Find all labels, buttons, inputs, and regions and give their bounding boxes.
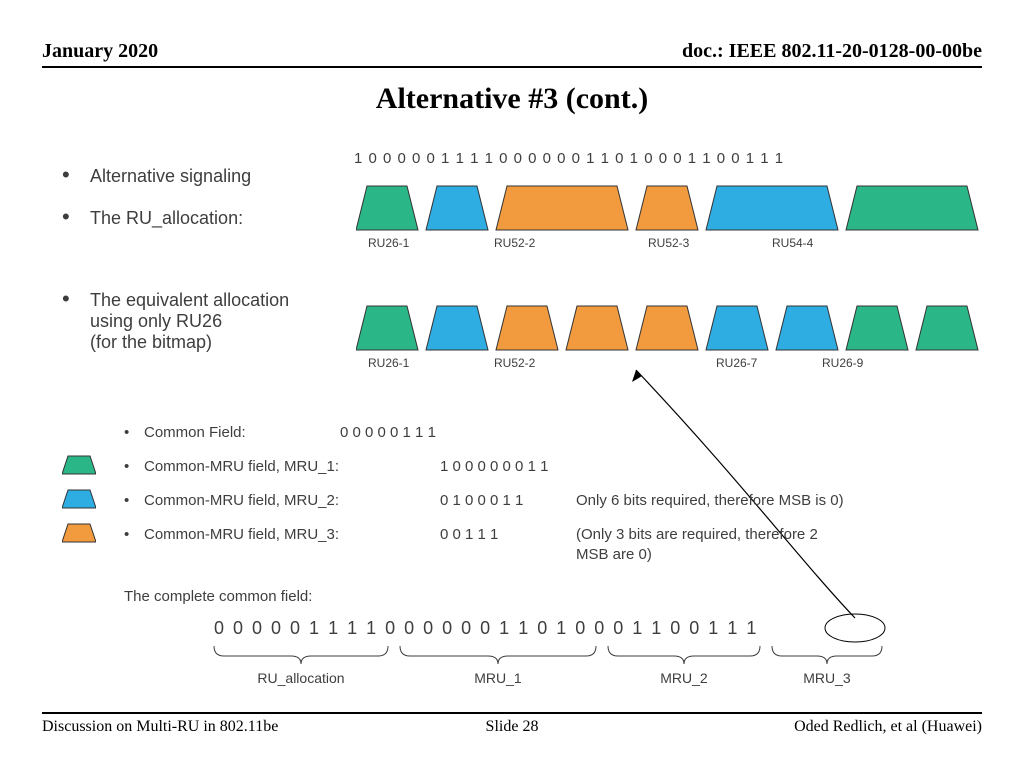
field-mru1-value: 1 0 0 0 0 0 0 1 1 [440,458,548,475]
legend-trap-green-icon [62,454,96,476]
field-mru2-value: 0 1 0 0 0 1 1 [440,492,523,509]
field-mru2-note: Only 6 bits required, therefore MSB is 0… [576,492,844,509]
footer-right: Oded Redlich, et al (Huawei) [794,718,982,736]
field-common-value: 0 0 0 0 0 1 1 1 [340,424,436,441]
circle-highlight-icon [825,614,885,642]
field-mru2: •Common-MRU field, MRU_2: [124,492,339,509]
footer-rule [42,712,982,714]
field-mru3-note-b: MSB are 0) [576,546,652,563]
brace-icon [214,646,388,664]
brace-label: MRU_2 [608,670,760,686]
complete-field-label: The complete common field: [124,588,312,605]
field-mru3-note-a: (Only 3 bits are required, therefore 2 [576,526,818,543]
field-common: •Common Field: [124,424,246,441]
legend-trap-orange-icon [62,522,96,544]
complete-field-bits: 0 0 0 0 0 1 1 1 1 0 0 0 0 0 0 1 1 0 1 0 … [214,618,756,639]
brace-icon [608,646,760,664]
slide-page: January 2020 doc.: IEEE 802.11-20-0128-0… [0,0,1024,768]
field-label: Common-MRU field, MRU_3: [144,526,339,543]
field-label: Common-MRU field, MRU_1: [144,458,339,475]
legend-trap-blue-icon [62,488,96,510]
field-label: Common-MRU field, MRU_2: [144,492,339,509]
bullet-dot-icon: • [124,424,144,441]
brace-icon [772,646,882,664]
brace-label: MRU_1 [400,670,596,686]
field-label: Common Field: [144,424,246,441]
field-mru1: •Common-MRU field, MRU_1: [124,458,339,475]
bullet-dot-icon: • [124,526,144,543]
bullet-dot-icon: • [124,492,144,509]
brace-icon [400,646,596,664]
brace-label: RU_allocation [214,670,388,686]
bullet-dot-icon: • [124,458,144,475]
field-mru3: •Common-MRU field, MRU_3: [124,526,339,543]
brace-label: MRU_3 [772,670,882,686]
field-mru3-value: 0 0 1 1 1 [440,526,498,543]
